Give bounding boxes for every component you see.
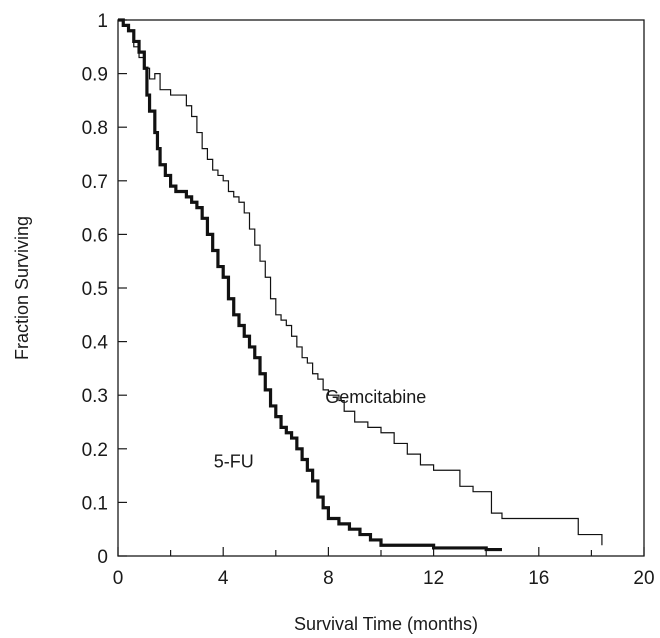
y-axis-ticks: 0 0.1 0.2 0.3 0.4 0.5 0.6 0.7 0.8 0.9 1 xyxy=(82,11,127,568)
plot-area xyxy=(117,19,645,557)
x-tick-label: 12 xyxy=(423,568,444,589)
x-tick-label: 16 xyxy=(528,568,549,589)
y-tick-label: 1 xyxy=(97,11,108,32)
annotation-5fu: 5-FU xyxy=(214,452,254,472)
y-tick-label: 0.1 xyxy=(82,493,108,514)
y-tick-label: 0.9 xyxy=(82,65,108,86)
y-tick-label: 0 xyxy=(97,547,108,568)
y-tick-label: 0.3 xyxy=(82,386,108,407)
x-axis-title: Survival Time (months) xyxy=(294,614,478,634)
y-tick-label: 0.8 xyxy=(82,118,108,139)
plot-frame xyxy=(117,19,645,557)
annotation-gemcitabine: Gemcitabine xyxy=(325,387,426,407)
y-tick-label: 0.7 xyxy=(82,172,108,193)
x-tick-label: 0 xyxy=(113,568,124,589)
y-tick-label: 0.6 xyxy=(82,225,108,246)
series-line-5-fu xyxy=(118,18,502,552)
y-tick-label: 0.2 xyxy=(82,440,108,461)
x-tick-label: 8 xyxy=(323,568,334,589)
series-line-gemcitabine xyxy=(118,19,603,546)
annotations: Gemcitabine 5-FU xyxy=(214,387,427,471)
y-tick-label: 0.5 xyxy=(82,279,108,300)
x-tick-label: 4 xyxy=(218,568,229,589)
y-tick-label: 0.4 xyxy=(82,333,109,354)
series-layer xyxy=(118,18,603,552)
y-axis-title: Fraction Surviving xyxy=(12,216,32,360)
x-tick-label: 20 xyxy=(633,568,654,589)
x-axis-ticks: 0 4 8 12 16 20 xyxy=(113,547,655,589)
